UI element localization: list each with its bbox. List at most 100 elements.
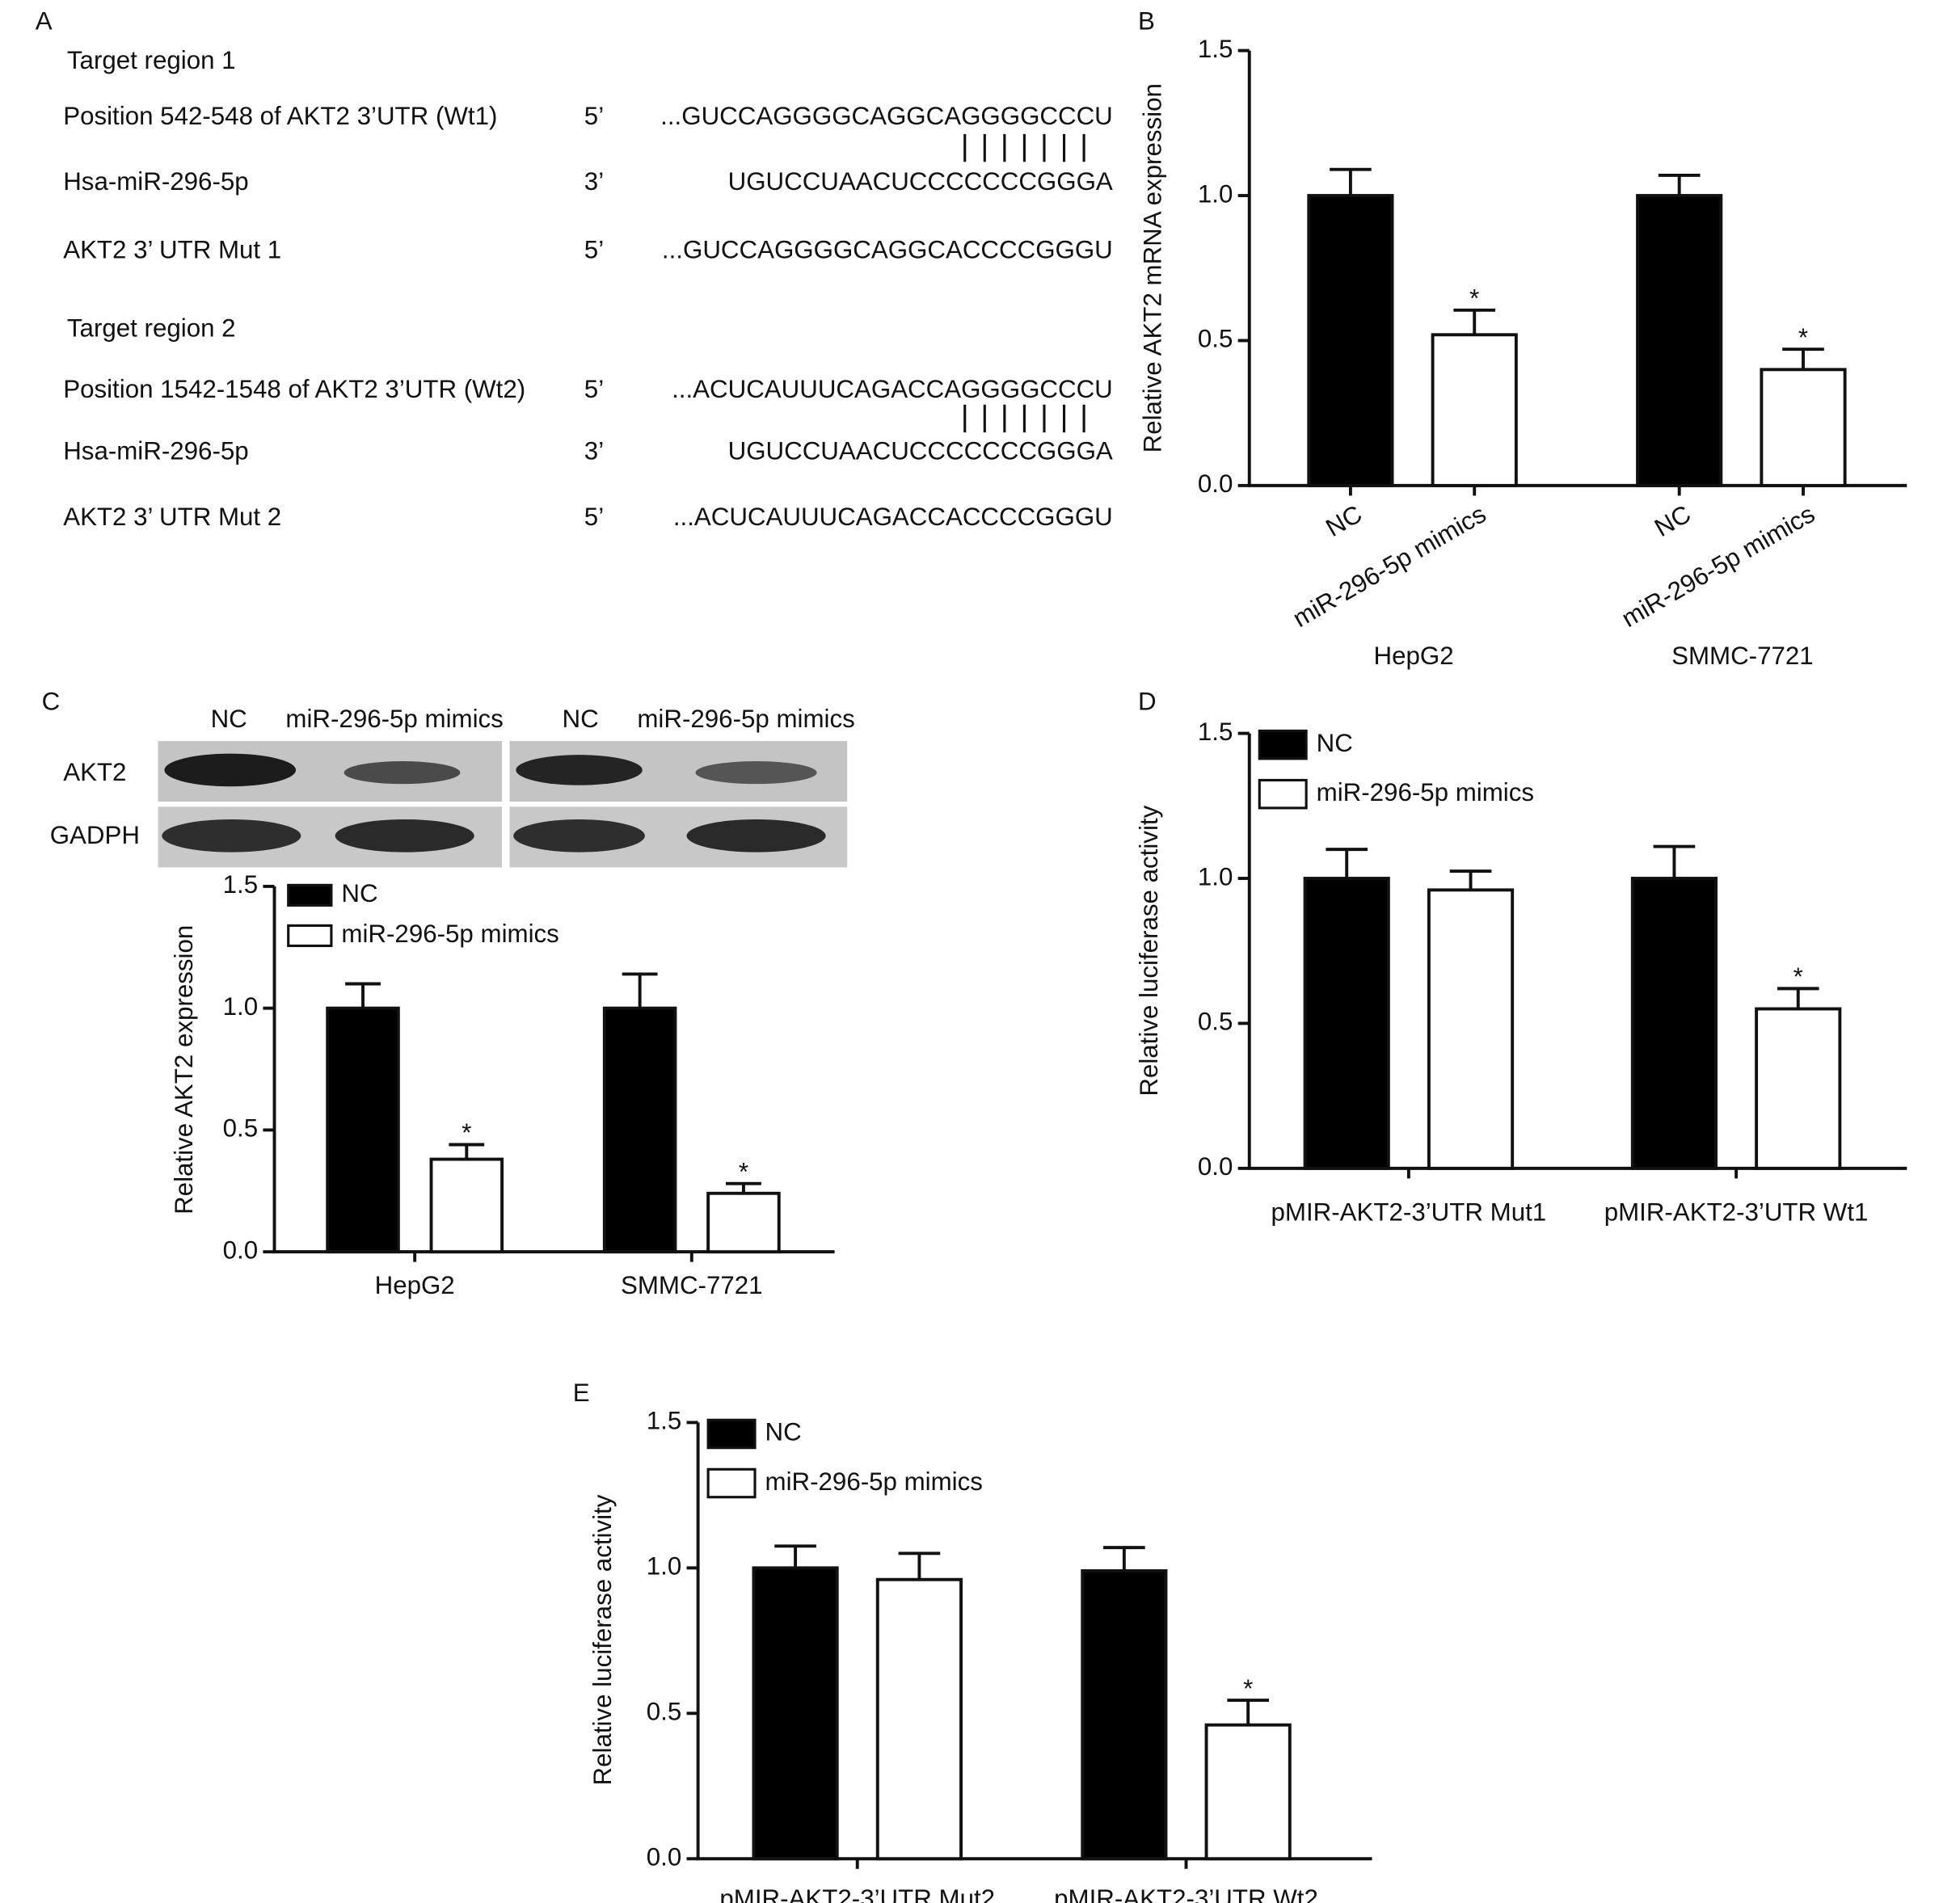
y-axis-label: Relative AKT2 mRNA expression — [1139, 83, 1167, 453]
error-bar — [1449, 869, 1492, 890]
x-tick-label: miR-296-5p mimics — [1616, 499, 1819, 633]
error-bar — [774, 1544, 816, 1568]
x-tick-label: pMIR-AKT2-3’UTR Wt1 — [1604, 1198, 1869, 1226]
sequence: UGUCCUAACUCCCCCCCGGGA — [728, 167, 1113, 196]
y-axis-label: Relative luciferase activity — [588, 1494, 617, 1785]
panel-label: E — [573, 1379, 590, 1407]
bar — [875, 1577, 963, 1861]
bar — [1760, 368, 1847, 487]
bar — [1303, 877, 1390, 1170]
blot-band — [695, 761, 817, 785]
legend-swatch — [706, 1467, 757, 1499]
error-bar — [1326, 848, 1368, 879]
y-tick-label: 0.0 — [647, 1842, 681, 1871]
x-tick-label: pMIR-AKT2-3’UTR Mut2 — [719, 1884, 995, 1903]
error-bar — [345, 982, 381, 1008]
legend-label: miR-296-5p mimics — [1317, 778, 1534, 806]
region-title: Target region 1 — [67, 46, 236, 74]
y-axis-label: Relative AKT2 expression — [170, 925, 198, 1215]
bar — [1307, 194, 1394, 487]
error-bar — [1782, 347, 1824, 370]
y-axis-label: Relative luciferase activity — [1135, 805, 1163, 1096]
error-bar — [1330, 167, 1372, 196]
lane-label: miR-296-5p mimics — [285, 705, 503, 733]
y-tick-label: 1.5 — [223, 870, 258, 899]
blot-band — [335, 819, 474, 853]
panel-label: D — [1138, 687, 1157, 715]
error-bar — [622, 972, 658, 1008]
bar — [1431, 333, 1518, 487]
bar — [602, 1006, 677, 1254]
significance-mark: * — [462, 1118, 471, 1147]
sequence-label: AKT2 3’ UTR Mut 1 — [63, 236, 281, 264]
error-bar — [898, 1551, 941, 1580]
lane-label: NC — [211, 705, 247, 733]
x-tick-label: SMMC-7721 — [621, 1271, 763, 1299]
significance-mark: * — [739, 1157, 748, 1185]
western-blot — [158, 740, 848, 868]
strand-end: 3’ — [584, 436, 604, 465]
y-tick-label: 0.5 — [1198, 1008, 1233, 1036]
x-tick-label: HepG2 — [375, 1271, 455, 1299]
legend-swatch — [287, 883, 333, 907]
sequence: ...ACUCAUUUCAGACCAGGGGCCCU — [672, 375, 1113, 403]
y-tick-label: 1.0 — [1198, 862, 1233, 890]
significance-mark: * — [1794, 962, 1803, 991]
region-title: Target region 2 — [67, 314, 236, 343]
lane-label: NC — [563, 705, 599, 733]
y-tick-label: 0.0 — [223, 1236, 258, 1264]
strand-end: 5’ — [584, 102, 604, 130]
sequence-label: AKT2 3’ UTR Mut 2 — [63, 503, 281, 531]
error-bar — [1777, 987, 1819, 1009]
bar — [1204, 1723, 1292, 1861]
y-tick-label: 0.5 — [1198, 325, 1233, 353]
blot-band — [162, 819, 301, 853]
error-bar — [1658, 173, 1701, 196]
y-tick-label: 0.5 — [647, 1698, 681, 1726]
bar — [752, 1566, 839, 1861]
sequence-label: Position 1542-1548 of AKT2 3’UTR (Wt2) — [63, 375, 525, 403]
blot-band — [513, 819, 645, 853]
legend-swatch — [287, 924, 333, 948]
legend-swatch — [1258, 729, 1308, 760]
sequence-label: Hsa-miR-296-5p — [63, 436, 248, 465]
y-tick-label: 1.5 — [1198, 718, 1233, 746]
blot-band — [344, 761, 461, 785]
y-tick-label: 1.5 — [647, 1407, 681, 1435]
x-tick-label: pMIR-AKT2-3’UTR Wt2 — [1054, 1884, 1318, 1903]
row-label: AKT2 — [63, 758, 126, 786]
blot-band — [686, 819, 826, 853]
y-tick-label: 1.0 — [647, 1552, 681, 1581]
y-tick-label: 1.0 — [223, 992, 258, 1021]
sequence: ...GUCCAGGGGCAGGCACCCCGGGU — [662, 236, 1113, 264]
panel-label: B — [1138, 6, 1155, 35]
blot-band — [164, 753, 297, 787]
bar — [1755, 1007, 1842, 1170]
group-label: HepG2 — [1374, 642, 1454, 670]
bar — [1427, 888, 1515, 1170]
significance-mark: * — [1243, 1674, 1253, 1703]
y-tick-label: 0.0 — [1198, 1152, 1233, 1181]
y-tick-label: 0.5 — [223, 1114, 258, 1143]
legend-label: NC — [765, 1418, 802, 1446]
sequence: UGUCCUAACUCCCCCCCGGGA — [728, 436, 1113, 465]
bar — [1630, 877, 1718, 1170]
strand-end: 5’ — [584, 236, 604, 264]
error-bar — [1227, 1699, 1269, 1725]
error-bar — [1103, 1546, 1145, 1571]
strand-end: 3’ — [584, 167, 604, 196]
error-bar — [1453, 308, 1496, 335]
bar — [1636, 194, 1723, 487]
significance-mark: * — [1469, 284, 1479, 313]
legend-label: NC — [1317, 729, 1353, 757]
y-tick-label: 1.0 — [1198, 179, 1233, 208]
x-tick-label: pMIR-AKT2-3’UTR Mut1 — [1271, 1198, 1547, 1226]
strand-end: 5’ — [584, 375, 604, 403]
lane-label: miR-296-5p mimics — [637, 705, 854, 733]
error-bar — [726, 1181, 761, 1194]
error-bar — [1653, 844, 1696, 879]
bar — [326, 1006, 400, 1254]
legend-label: NC — [341, 879, 377, 907]
